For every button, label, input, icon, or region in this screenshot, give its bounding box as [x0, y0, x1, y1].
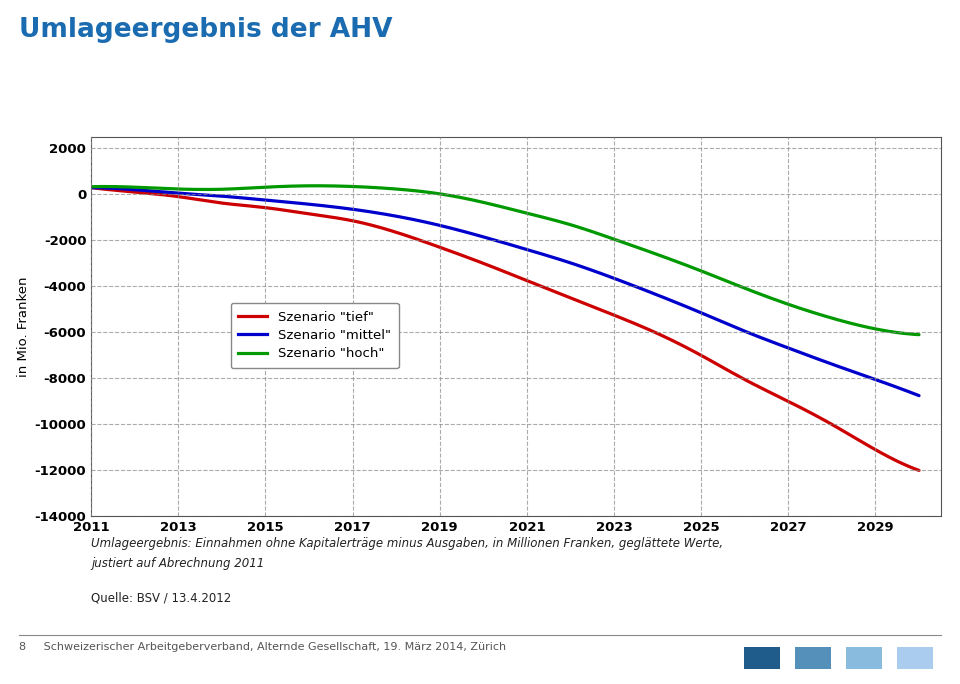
Legend: Szenario "tief", Szenario "mittel", Szenario "hoch": Szenario "tief", Szenario "mittel", Szen… — [230, 303, 399, 368]
Text: Quelle: BSV / 13.4.2012: Quelle: BSV / 13.4.2012 — [91, 592, 231, 605]
Text: justiert auf Abrechnung 2011: justiert auf Abrechnung 2011 — [91, 557, 264, 570]
Text: Umlageergebnis: Einnahmen ohne Kapitalerträge minus Ausgaben, in Millionen Frank: Umlageergebnis: Einnahmen ohne Kapitaler… — [91, 537, 723, 550]
Y-axis label: in Mio. Franken: in Mio. Franken — [17, 276, 31, 377]
Text: Umlageergebnis der AHV: Umlageergebnis der AHV — [19, 17, 393, 43]
Text: 8     Schweizerischer Arbeitgeberverband, Alternde Gesellschaft, 19. März 2014, : 8 Schweizerischer Arbeitgeberverband, Al… — [19, 642, 506, 652]
